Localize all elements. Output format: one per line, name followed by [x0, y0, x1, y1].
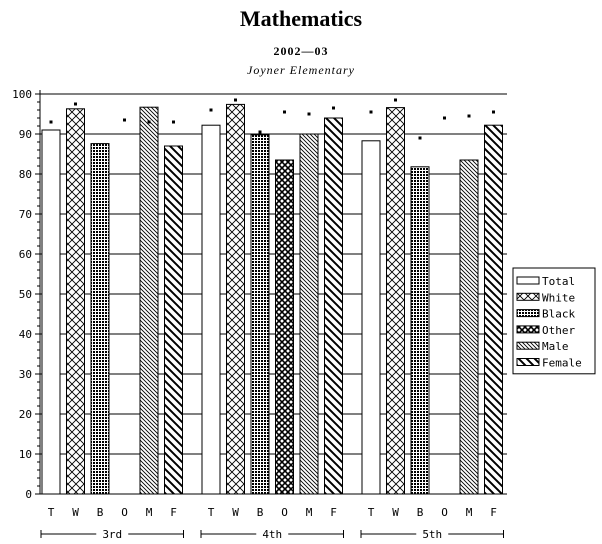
bar-white-4th — [226, 103, 245, 495]
target-marker — [123, 118, 126, 122]
group-label-bg — [256, 528, 289, 540]
x-tick-label: F — [490, 506, 497, 519]
x-tick-label: B — [417, 506, 424, 519]
target-marker — [332, 106, 335, 110]
x-tick-label: M — [466, 506, 473, 519]
x-tick-label: W — [72, 506, 79, 519]
target-marker — [283, 110, 286, 114]
x-tick-label: M — [146, 506, 153, 519]
school-name: Joyner Elementary — [247, 63, 355, 77]
group-label: 3rd — [102, 528, 122, 541]
bar-female-3rd — [164, 145, 183, 495]
legend-box — [512, 267, 596, 375]
bar-total-5th — [361, 140, 381, 495]
group-label: 5th — [422, 528, 442, 541]
y-tick-label: 0 — [25, 488, 32, 501]
x-tick-label: O — [441, 506, 448, 519]
x-tick-label: F — [170, 506, 177, 519]
bar-female-5th — [484, 124, 503, 495]
bar-total-4th — [201, 124, 221, 495]
y-tick-label: 80 — [19, 168, 32, 181]
target-marker — [147, 120, 151, 124]
x-tick-label: O — [121, 506, 128, 519]
group-label-bg — [416, 528, 449, 540]
target-marker — [49, 120, 53, 124]
group-label: 4th — [262, 528, 282, 541]
bar-black-5th — [410, 166, 430, 495]
x-tick-label: T — [208, 506, 215, 519]
x-tick-label: O — [281, 506, 288, 519]
x-tick-label: F — [330, 506, 337, 519]
legend-swatch-black — [516, 309, 540, 318]
x-tick-label: B — [97, 506, 104, 519]
x-tick-label: W — [392, 506, 399, 519]
target-marker — [443, 116, 446, 120]
chart-title: Mathematics — [239, 6, 363, 31]
y-tick-label: 70 — [19, 208, 32, 221]
bar-female-4th — [324, 117, 343, 495]
target-marker — [492, 110, 495, 114]
x-tick-label: B — [257, 506, 264, 519]
target-marker — [369, 110, 373, 114]
x-tick-label: W — [232, 506, 239, 519]
y-tick-label: 90 — [19, 128, 32, 141]
legend-swatch-total — [516, 276, 540, 285]
group-label-bg — [96, 528, 129, 540]
bar-male-4th — [299, 133, 319, 495]
bar-male-5th — [459, 159, 479, 495]
y-tick-label: 10 — [19, 448, 32, 461]
target-marker — [234, 98, 237, 102]
legend-label-female: Female — [542, 357, 582, 370]
bar-white-5th — [386, 107, 405, 495]
y-tick-label: 50 — [19, 288, 32, 301]
legend-swatch-other — [516, 325, 540, 334]
legend-swatch-white — [516, 292, 540, 301]
target-marker — [74, 102, 77, 106]
bar-other-4th — [275, 159, 294, 495]
bar-male-3rd — [139, 106, 159, 495]
bar-white-3rd — [66, 108, 85, 495]
target-marker — [394, 98, 397, 102]
target-marker — [307, 112, 311, 116]
target-marker — [418, 136, 422, 140]
legend-swatch-male — [516, 341, 540, 350]
chart-subtitle: 2002—03 — [273, 44, 329, 58]
legend-label-total: Total — [542, 275, 575, 288]
x-tick-label: T — [48, 506, 55, 519]
target-marker — [258, 130, 262, 134]
target-marker — [467, 114, 471, 118]
legend-label-white: White — [542, 291, 575, 304]
y-tick-label: 20 — [19, 408, 32, 421]
legend-swatch-female — [516, 358, 540, 366]
bar-black-4th — [250, 134, 270, 495]
bar-total-3rd — [41, 129, 61, 495]
legend-label-black: Black — [542, 308, 575, 321]
legend-label-other: Other — [542, 324, 575, 337]
legend-label-male: Male — [542, 340, 569, 353]
y-tick-label: 40 — [19, 328, 32, 341]
x-tick-label: M — [306, 506, 313, 519]
bar-black-3rd — [90, 143, 110, 495]
x-tick-label: T — [368, 506, 375, 519]
y-tick-label: 100 — [12, 88, 32, 101]
y-tick-label: 30 — [19, 368, 32, 381]
y-tick-label: 60 — [19, 248, 32, 261]
target-marker — [209, 108, 213, 112]
target-marker — [172, 120, 175, 124]
